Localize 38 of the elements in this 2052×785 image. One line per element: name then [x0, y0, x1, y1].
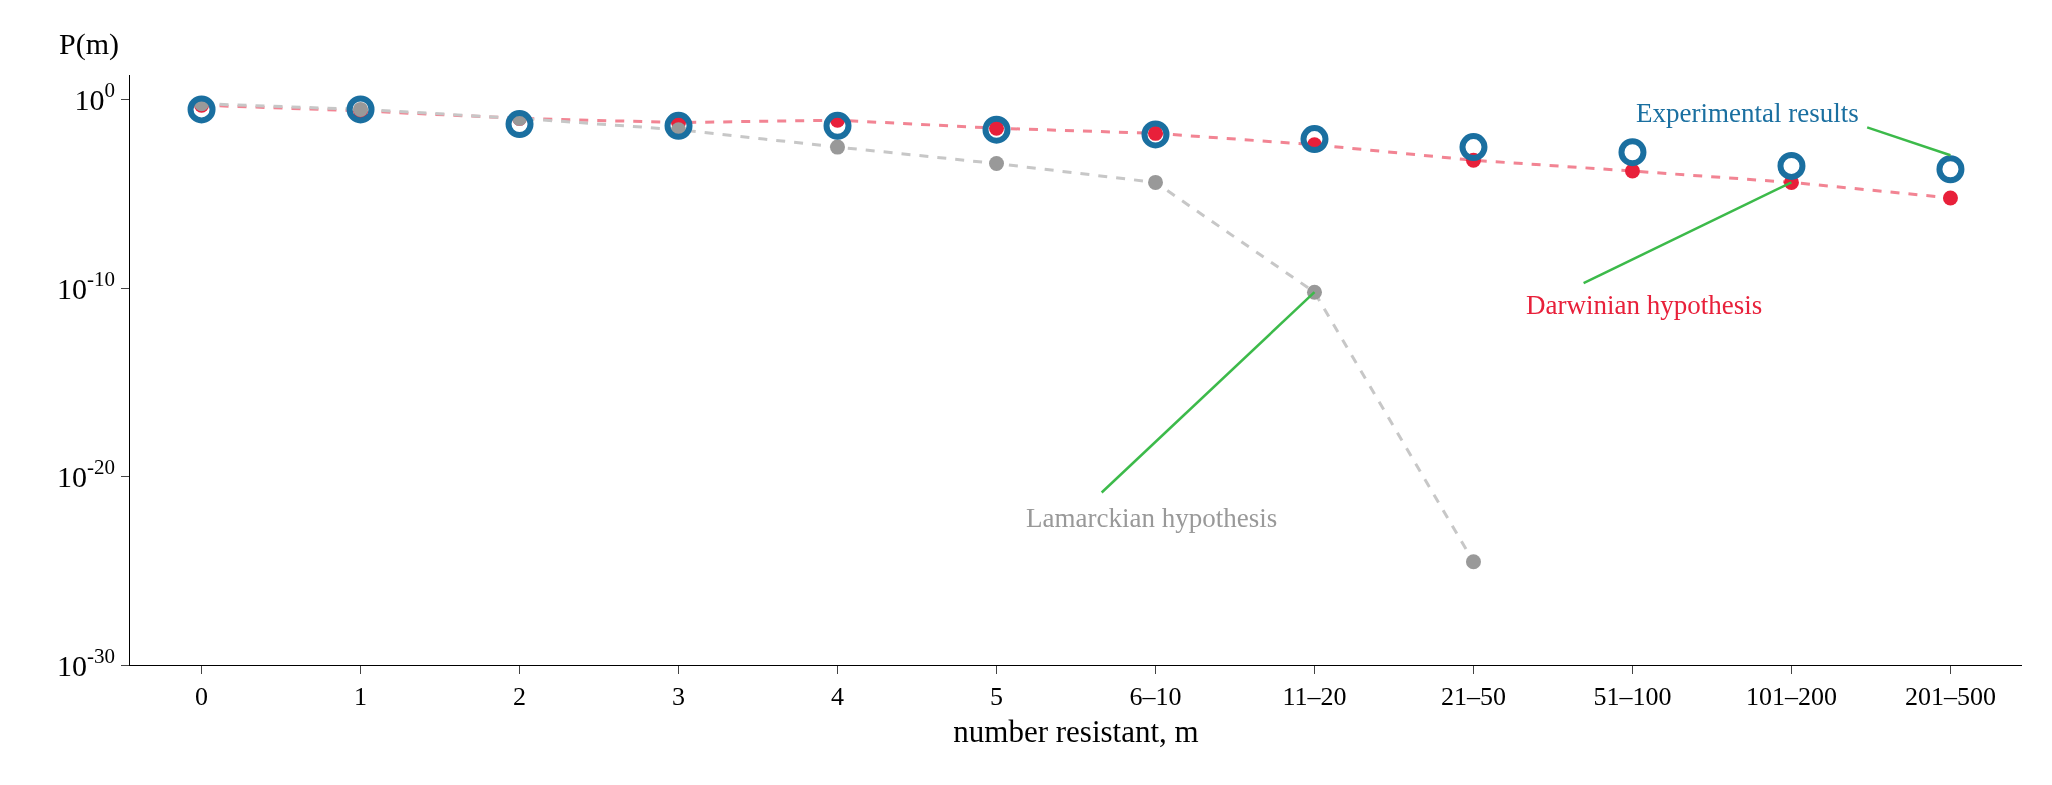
x-tick-label: 51–100	[1593, 682, 1672, 712]
x-tick-label: 1	[354, 682, 368, 712]
y-tick-label: 10$^{-20}$	[57, 455, 115, 494]
point	[1618, 138, 1647, 167]
y-tick-label: 10$^{-30}$	[57, 643, 115, 682]
x-tick-label: 21–50	[1440, 682, 1506, 712]
point	[1141, 120, 1170, 149]
point	[1777, 151, 1806, 180]
x-tick-label: 0	[195, 682, 209, 712]
point	[1148, 174, 1163, 190]
text: Darwinian hypothesis	[1526, 290, 1763, 320]
y-axis-title: P(m)	[59, 27, 119, 61]
point	[1465, 554, 1481, 570]
point	[505, 110, 534, 139]
x-axis-title: number resistant, m	[953, 714, 1199, 750]
x-tick-label: 11–20	[1282, 682, 1347, 712]
point	[1459, 133, 1488, 162]
point	[982, 115, 1011, 144]
series-label: Experimental results	[1636, 98, 1859, 128]
point	[187, 95, 216, 124]
x-tick-label: 3	[672, 682, 686, 712]
point	[989, 156, 1004, 172]
point	[830, 139, 846, 155]
x-tick-label: 101–200	[1745, 682, 1837, 712]
x-tick-label: 6–10	[1129, 682, 1182, 712]
point	[664, 111, 693, 140]
x-tick-label: 5	[990, 682, 1003, 712]
point	[1300, 125, 1329, 154]
text: Lamarckian hypothesis	[1026, 503, 1278, 533]
y-tick-label: 10$^{-10}$	[57, 266, 115, 305]
point	[346, 95, 375, 124]
x-tick-label: 201–500	[1904, 682, 1996, 712]
point	[823, 111, 852, 140]
x-tick-label: 4	[831, 682, 845, 712]
point	[1942, 190, 1958, 206]
y-tick-label: 10$^{0}$	[74, 78, 115, 117]
point	[1936, 155, 1965, 184]
x-tick-label: 2	[513, 682, 527, 712]
